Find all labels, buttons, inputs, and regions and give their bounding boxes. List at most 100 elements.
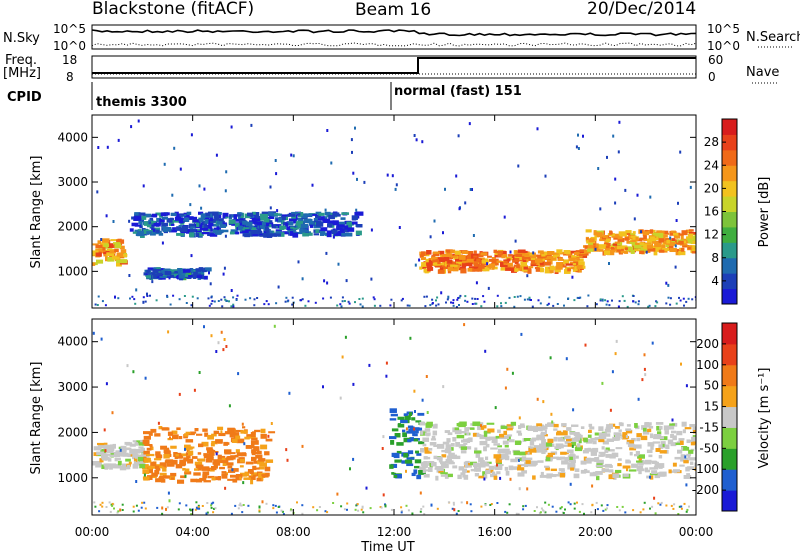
colorbar-frame — [721, 322, 738, 512]
heatmap-cell — [148, 465, 153, 470]
heatmap-cell — [199, 227, 207, 231]
heatmap-cell — [258, 509, 261, 512]
heatmap-cell — [241, 230, 249, 234]
heatmap-cell — [352, 457, 355, 461]
heatmap-cell — [614, 201, 617, 205]
heatmap-cell — [272, 507, 275, 510]
heatmap-cell — [314, 301, 317, 304]
heatmap-cell — [340, 505, 343, 508]
heatmap-cell — [442, 385, 445, 389]
heatmap-cell — [474, 473, 480, 477]
heatmap-cell — [170, 274, 174, 278]
heatmap-cell — [644, 467, 649, 473]
heatmap-cell — [169, 230, 177, 233]
heatmap-cell — [267, 303, 270, 306]
heatmap-cell — [634, 301, 637, 304]
heatmap-cell — [101, 238, 110, 243]
heatmap-cell — [141, 452, 150, 458]
heatmap-cell — [488, 436, 496, 441]
heatmap-cell — [142, 469, 150, 474]
heatmap-cell — [653, 251, 658, 256]
heatmap-cell — [261, 477, 264, 481]
heatmap-cell — [142, 184, 145, 188]
heatmap-cell — [670, 230, 677, 233]
heatmap-cell — [98, 510, 101, 513]
heatmap-cell — [143, 501, 146, 504]
heatmap-cell — [432, 430, 438, 436]
heatmap-cell — [193, 271, 201, 276]
heatmap-cell — [686, 473, 691, 476]
heatmap-cell — [424, 450, 430, 454]
heatmap-cell — [517, 472, 522, 476]
heatmap-cell — [631, 239, 636, 243]
heatmap-cell — [573, 502, 576, 505]
heatmap-cell — [486, 422, 495, 425]
heatmap-cell — [104, 449, 107, 453]
heatmap-cell — [173, 452, 178, 457]
heatmap-cell — [575, 434, 581, 438]
heatmap-cell — [247, 469, 254, 473]
heatmap-cell — [158, 426, 163, 430]
heatmap-cell — [524, 438, 532, 442]
heatmap-cell — [203, 228, 209, 231]
heatmap-cell — [679, 299, 682, 302]
colorbar-tick-label: 24 — [704, 158, 719, 172]
heatmap-cell — [613, 236, 620, 240]
heatmap-cell — [239, 218, 246, 222]
heatmap-cell — [137, 509, 140, 512]
heatmap-cell — [171, 193, 174, 197]
heatmap-cell — [301, 504, 304, 507]
heatmap-cell — [231, 468, 234, 472]
heatmap-cell — [464, 427, 469, 432]
heatmap-cell — [634, 423, 638, 428]
heatmap-cell — [608, 304, 611, 307]
heatmap-cell — [143, 435, 151, 440]
heatmap-cell — [604, 508, 607, 511]
heatmap-cell — [458, 296, 461, 299]
heatmap-cell — [218, 432, 226, 437]
heatmap-cell — [546, 473, 553, 476]
heatmap-cell — [394, 433, 401, 438]
heatmap-cell — [419, 491, 422, 495]
heatmap-cell — [515, 253, 523, 257]
heatmap-cell — [160, 270, 167, 273]
heatmap-cell — [598, 244, 607, 249]
heatmap-cell — [643, 244, 647, 249]
heatmap-cell — [463, 442, 468, 445]
heatmap-cell — [218, 457, 226, 461]
heatmap-cell — [106, 252, 115, 257]
heatmap-cell — [447, 432, 453, 436]
heatmap-cell — [580, 469, 587, 474]
heatmap-cell — [198, 371, 201, 374]
heatmap-cell — [228, 215, 233, 220]
heatmap-cell — [478, 475, 485, 479]
heatmap-cell — [673, 248, 682, 252]
heatmap-cell — [117, 238, 122, 242]
heatmap-cell — [449, 461, 455, 465]
heatmap-cell — [444, 257, 450, 262]
heatmap-cell — [533, 510, 536, 512]
heatmap-cell — [411, 417, 416, 421]
heatmap-cell — [365, 486, 368, 490]
heatmap-cell — [263, 233, 270, 238]
heatmap-cell — [663, 425, 670, 431]
heatmap-cell — [659, 450, 667, 454]
heatmap-cell — [307, 300, 310, 303]
heatmap-cell — [542, 400, 545, 404]
heatmap-cell — [661, 235, 668, 238]
heatmap-cell — [362, 511, 365, 514]
heatmap-cell — [102, 246, 106, 251]
heatmap-cell — [641, 425, 647, 430]
heatmap-cell — [402, 432, 408, 438]
noise-ytick-bottom: 10^0 — [53, 39, 86, 53]
heatmap-cell — [419, 421, 426, 426]
heatmap-cell — [505, 264, 511, 269]
heatmap-cell — [143, 450, 150, 455]
heatmap-cell — [96, 451, 104, 456]
heatmap-cell — [579, 296, 582, 299]
heatmap-cell — [264, 222, 270, 227]
heatmap-cell — [431, 298, 434, 301]
heatmap-cell — [241, 453, 247, 457]
colorbar-segment — [722, 469, 737, 491]
heatmap-cell — [205, 512, 208, 515]
